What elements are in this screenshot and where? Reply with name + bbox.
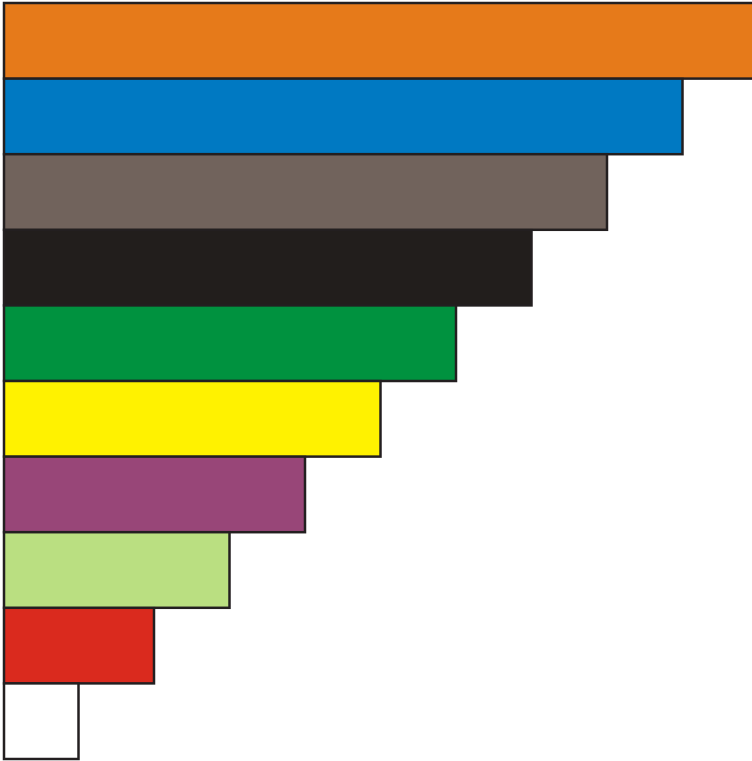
rod-length-3	[2, 530, 231, 610]
rod-length-8	[2, 152, 609, 232]
rod-length-9	[2, 77, 684, 156]
rod-length-10	[2, 1, 752, 80]
rod-length-4	[2, 455, 307, 534]
rod-length-5	[2, 379, 382, 458]
rod-length-1	[2, 682, 80, 761]
rod-length-2	[2, 606, 156, 685]
rod-length-7	[2, 228, 533, 307]
rod-length-6	[2, 304, 458, 383]
